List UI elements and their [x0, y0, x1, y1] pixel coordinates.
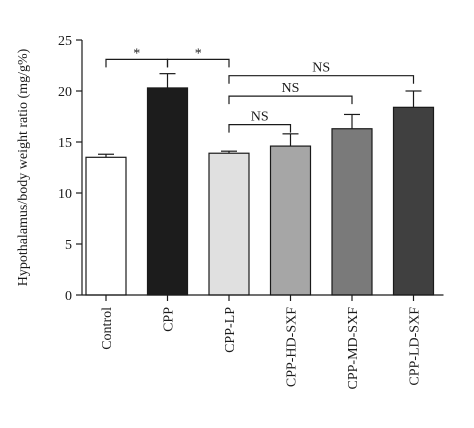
x-tick-label: CPP-LD-SXF [408, 307, 423, 386]
significance-label: NS [282, 81, 300, 96]
y-axis-title: Hypothalamus/body weight ratio (mg/g%) [16, 48, 31, 286]
x-tick-label: Control [100, 307, 115, 350]
bars [85, 87, 435, 296]
y-tick-label: 15 [58, 136, 72, 151]
bar-cpp-lp [208, 152, 250, 296]
y-tick-label: 25 [58, 34, 72, 49]
bar-cpp-ld-sxf [392, 106, 435, 296]
x-tick-label: CPP-MD-SXF [346, 307, 361, 390]
significance-label: NS [312, 61, 330, 76]
significance-bracket [228, 75, 415, 84]
bar-cpp-hd-sxf [269, 145, 312, 296]
significance-label: NS [251, 110, 269, 125]
y-axis-title-group: Hypothalamus/body weight ratio (mg/g%) [16, 48, 31, 286]
y-tick-label: 5 [65, 238, 72, 253]
significance-brackets: * * NS NS NS [105, 46, 415, 133]
y-tick-label: 20 [58, 85, 72, 100]
significance-bracket [228, 95, 353, 105]
x-tick-label: CPP [162, 307, 177, 332]
significance-label: * [133, 46, 140, 61]
bar-cpp [146, 87, 189, 296]
bar-cpp-md-sxf [331, 128, 373, 296]
significance-bracket [166, 58, 230, 68]
significance-label: * [195, 46, 202, 61]
error-bars [98, 73, 422, 158]
x-tick-label: CPP-LP [223, 307, 238, 353]
bar-control [85, 156, 127, 296]
significance-bracket [228, 124, 292, 133]
y-tick-label: 0 [65, 289, 72, 304]
x-axis: Control CPP CPP-LP CPP-HD-SXF CPP-MD-SXF CPP-… [82, 294, 444, 390]
y-axis: 0 5 10 15 20 25 [58, 34, 83, 304]
y-tick-label: 10 [58, 187, 72, 202]
x-tick-label: CPP-HD-SXF [285, 307, 300, 387]
